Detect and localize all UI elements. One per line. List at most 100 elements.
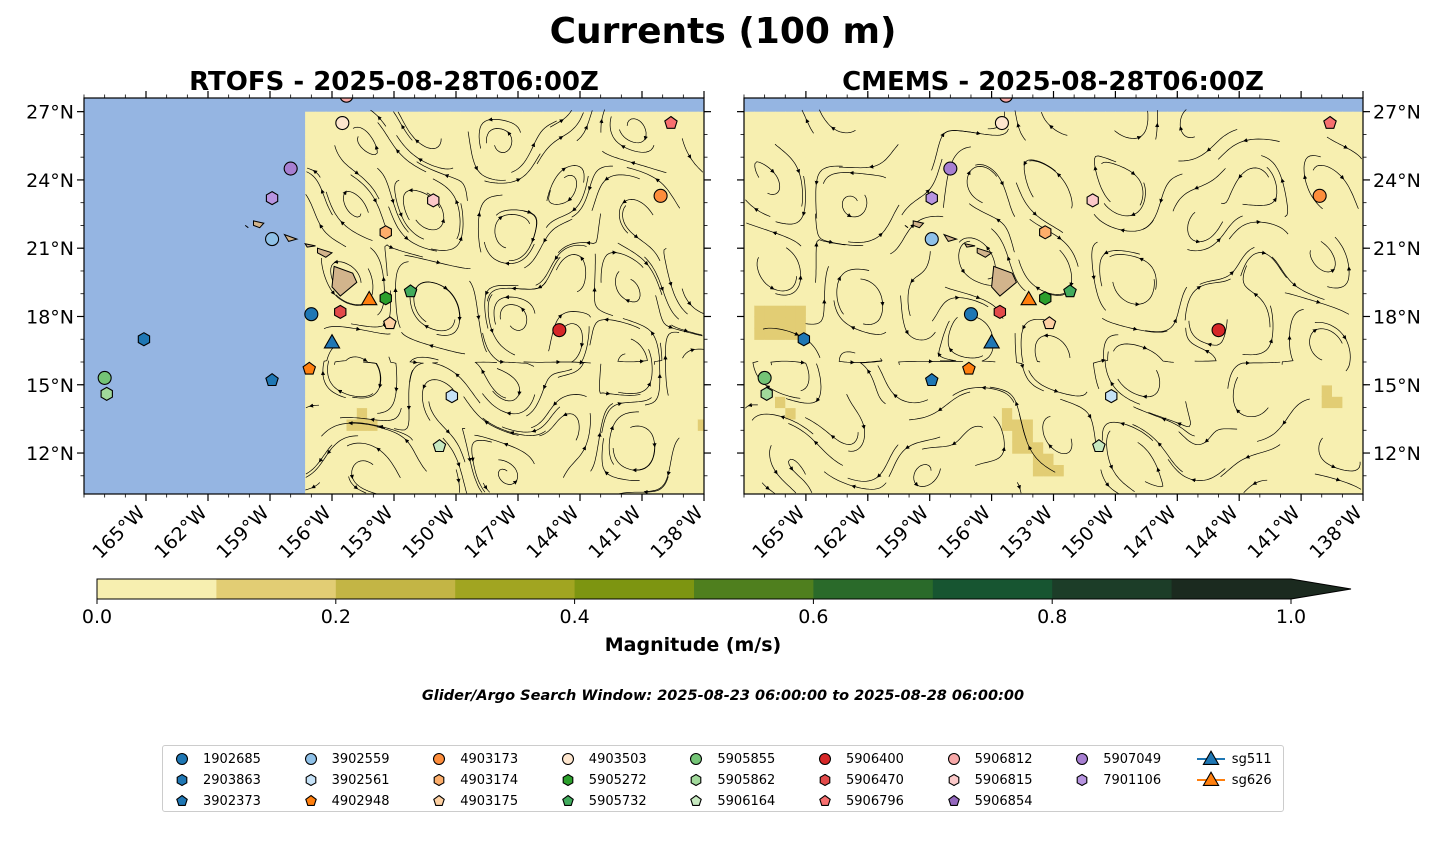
legend-item-sg626: sg626 xyxy=(1196,771,1272,789)
magnitude-cell xyxy=(594,453,606,465)
magnitude-cell xyxy=(470,134,482,147)
magnitude-cell xyxy=(960,225,972,238)
magnitude-cell xyxy=(1053,327,1065,340)
magnitude-cell xyxy=(367,214,378,227)
magnitude-cell xyxy=(697,362,704,374)
magnitude-cell xyxy=(847,487,859,494)
magnitude-cell xyxy=(356,441,368,454)
magnitude-cell xyxy=(325,123,337,135)
magnitude-cell xyxy=(909,202,920,215)
magnitude-cell xyxy=(367,259,378,272)
magnitude-cell xyxy=(1074,373,1085,386)
magnitude-cell xyxy=(398,441,409,454)
magnitude-cell xyxy=(325,214,337,227)
magnitude-cell xyxy=(501,168,513,181)
magnitude-cell xyxy=(1249,384,1261,397)
magnitude-cell xyxy=(1084,214,1096,227)
magnitude-cell xyxy=(744,191,755,204)
magnitude-cell xyxy=(1197,271,1209,283)
magnitude-cell xyxy=(460,327,471,340)
magnitude-cell xyxy=(1187,350,1199,363)
magnitude-cell xyxy=(888,453,900,465)
magnitude-cell xyxy=(1208,305,1220,318)
magnitude-cell xyxy=(408,271,420,283)
magnitude-cell xyxy=(826,157,838,170)
magnitude-cell xyxy=(563,123,575,135)
magnitude-cell xyxy=(1249,168,1261,181)
magnitude-cell xyxy=(764,214,776,227)
magnitude-cell xyxy=(1259,248,1271,261)
magnitude-cell xyxy=(1094,316,1106,329)
magnitude-cell xyxy=(1012,487,1024,494)
magnitude-cell xyxy=(336,179,347,192)
magnitude-cell xyxy=(1301,236,1312,249)
magnitude-cell xyxy=(1280,179,1292,192)
magnitude-cell xyxy=(532,453,544,465)
magnitude-cell xyxy=(666,134,678,147)
magnitude-cell xyxy=(449,487,461,494)
x-tick-label: 144°W xyxy=(1182,502,1243,563)
magnitude-cell xyxy=(1290,453,1302,465)
magnitude-cell xyxy=(480,396,492,409)
magnitude-cell xyxy=(615,316,626,329)
magnitude-cell xyxy=(878,305,889,318)
magnitude-cell xyxy=(909,384,920,397)
magnitude-cell xyxy=(573,305,585,318)
magnitude-cell xyxy=(1156,407,1168,420)
magnitude-cell xyxy=(878,111,889,124)
magnitude-cell xyxy=(1012,225,1024,238)
magnitude-cell xyxy=(1208,236,1220,249)
magnitude-cell xyxy=(584,168,595,181)
magnitude-cell xyxy=(646,282,657,295)
magnitude-cell xyxy=(325,282,337,295)
magnitude-cell xyxy=(1332,202,1343,215)
magnitude-cell xyxy=(785,134,797,147)
magnitude-cell xyxy=(909,430,920,443)
magnitude-cell xyxy=(981,214,993,227)
magnitude-cell xyxy=(398,475,409,488)
magnitude-cell xyxy=(646,236,657,249)
magnitude-cell xyxy=(387,475,399,488)
magnitude-cell xyxy=(991,134,1003,147)
magnitude-cell xyxy=(646,248,657,261)
magnitude-cell xyxy=(826,339,838,352)
magnitude-cell xyxy=(408,441,420,454)
magnitude-cell xyxy=(1001,384,1013,397)
magnitude-cell xyxy=(501,157,513,170)
magnitude-cell xyxy=(1156,430,1168,443)
streamline-arrow xyxy=(1252,480,1258,485)
magnitude-cell xyxy=(542,179,554,192)
magnitude-cell xyxy=(960,111,972,124)
magnitude-cell xyxy=(1218,248,1230,261)
magnitude-cell xyxy=(929,441,941,454)
legend-marker-icon xyxy=(691,773,702,787)
magnitude-cell xyxy=(1177,487,1189,494)
legend-marker-icon xyxy=(433,773,445,787)
magnitude-cell xyxy=(491,123,502,135)
magnitude-cell xyxy=(501,236,513,249)
magnitude-cell xyxy=(940,168,951,181)
magnitude-cell xyxy=(1228,145,1240,158)
magnitude-cell xyxy=(315,418,327,431)
magnitude-cell xyxy=(315,487,327,494)
float-marker-4903175 xyxy=(383,316,397,330)
magnitude-cell xyxy=(1136,362,1147,374)
magnitude-cell xyxy=(460,487,471,494)
float-marker-3902559 xyxy=(924,232,939,247)
magnitude-cell xyxy=(1218,316,1230,329)
colorbar-segment xyxy=(932,579,1053,599)
magnitude-cell xyxy=(1177,396,1189,409)
magnitude-cell xyxy=(1280,407,1292,420)
magnitude-cell xyxy=(1301,179,1312,192)
magnitude-cell xyxy=(604,441,616,454)
magnitude-cell xyxy=(775,168,786,181)
magnitude-cell xyxy=(1290,384,1302,397)
magnitude-cell xyxy=(1270,316,1282,329)
magnitude-cell xyxy=(1270,225,1282,238)
magnitude-cell xyxy=(1125,305,1137,318)
magnitude-cell xyxy=(1022,191,1034,204)
magnitude-cell xyxy=(625,418,637,431)
magnitude-cell xyxy=(1197,179,1209,192)
magnitude-cell xyxy=(1270,362,1282,374)
magnitude-cell xyxy=(553,282,564,295)
